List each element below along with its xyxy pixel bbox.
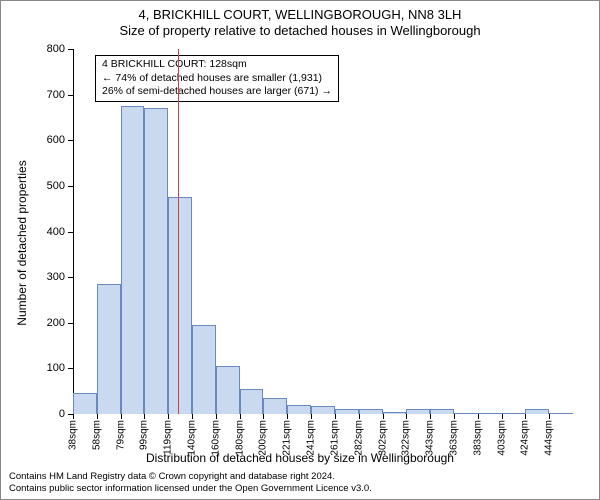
y-tick-label: 500 <box>47 180 65 192</box>
x-tick <box>263 414 264 419</box>
histogram-bar <box>192 325 216 414</box>
x-tick <box>311 414 312 419</box>
y-tick <box>68 140 73 141</box>
x-tick <box>335 414 336 419</box>
y-tick-label: 300 <box>47 271 65 283</box>
y-tick <box>68 323 73 324</box>
histogram-bar <box>359 409 383 414</box>
footer-line: Contains public sector information licen… <box>9 483 372 495</box>
histogram-bar <box>525 409 549 414</box>
y-axis-label: Number of detached properties <box>15 78 29 243</box>
x-tick <box>73 414 74 419</box>
histogram-bar <box>121 106 145 414</box>
x-tick-label: 119sqm <box>163 420 174 455</box>
histogram-bar <box>430 409 454 414</box>
histogram-bar <box>502 413 526 414</box>
y-tick <box>68 277 73 278</box>
x-tick <box>406 414 407 419</box>
x-tick <box>478 414 479 419</box>
x-tick <box>97 414 98 419</box>
y-axis <box>73 49 74 414</box>
histogram-bar <box>240 389 264 414</box>
annotation-box: 4 BRICKHILL COURT: 128sqm ← 74% of detac… <box>95 55 339 102</box>
x-tick-label: 79sqm <box>115 420 126 450</box>
value-marker-line <box>178 49 179 414</box>
y-tick-label: 0 <box>59 408 65 420</box>
histogram-bar <box>406 409 430 414</box>
histogram-bar <box>549 413 573 414</box>
plot-area: 4 BRICKHILL COURT: 128sqm ← 74% of detac… <box>73 49 573 414</box>
x-tick <box>359 414 360 419</box>
x-tick <box>121 414 122 419</box>
x-tick <box>287 414 288 419</box>
x-tick-label: 38sqm <box>68 420 79 450</box>
histogram-bar <box>383 412 407 414</box>
y-tick-label: 800 <box>47 43 65 55</box>
y-tick-label: 700 <box>47 89 65 101</box>
histogram-bar <box>454 413 478 414</box>
x-tick-label: 383sqm <box>472 420 483 456</box>
x-tick <box>216 414 217 419</box>
title-block: 4, BRICKHILL COURT, WELLINGBOROUGH, NN8 … <box>1 1 599 38</box>
histogram-bar <box>287 405 311 414</box>
x-tick <box>192 414 193 419</box>
x-tick-label: 58sqm <box>91 420 102 450</box>
x-axis-label: Distribution of detached houses by size … <box>146 451 454 465</box>
x-tick <box>144 414 145 419</box>
y-tick-label: 600 <box>47 134 65 146</box>
histogram-bar <box>478 413 502 414</box>
title-line-2: Size of property relative to detached ho… <box>1 23 599 38</box>
x-tick <box>525 414 526 419</box>
x-tick <box>502 414 503 419</box>
y-tick <box>68 49 73 50</box>
footer-attribution: Contains HM Land Registry data © Crown c… <box>9 471 372 495</box>
footer-line: Contains HM Land Registry data © Crown c… <box>9 471 372 483</box>
y-tick <box>68 95 73 96</box>
x-tick <box>430 414 431 419</box>
annotation-line: 26% of semi-detached houses are larger (… <box>102 85 332 99</box>
y-tick <box>68 368 73 369</box>
histogram-bar <box>335 409 359 414</box>
histogram-bar <box>73 393 97 414</box>
annotation-line: 4 BRICKHILL COURT: 128sqm <box>102 58 332 72</box>
histogram-bar <box>97 284 121 414</box>
histogram-bar <box>263 398 287 414</box>
title-line-1: 4, BRICKHILL COURT, WELLINGBOROUGH, NN8 … <box>1 7 599 22</box>
x-tick <box>549 414 550 419</box>
x-tick <box>454 414 455 419</box>
x-tick-label: 403sqm <box>496 420 507 456</box>
histogram-bar <box>216 366 240 414</box>
x-tick <box>168 414 169 419</box>
y-tick-label: 100 <box>47 362 65 374</box>
histogram-bar <box>144 108 168 414</box>
x-tick <box>383 414 384 419</box>
x-tick-label: 424sqm <box>520 420 531 456</box>
y-tick <box>68 232 73 233</box>
chart-container: 4, BRICKHILL COURT, WELLINGBOROUGH, NN8 … <box>0 0 600 500</box>
y-tick-label: 200 <box>47 317 65 329</box>
histogram-bar <box>168 197 192 414</box>
y-tick <box>68 186 73 187</box>
y-tick-label: 400 <box>47 226 65 238</box>
x-tick-label: 444sqm <box>544 420 555 456</box>
x-tick-label: 99sqm <box>139 420 150 450</box>
histogram-bar <box>311 406 335 414</box>
x-tick <box>240 414 241 419</box>
annotation-line: ← 74% of detached houses are smaller (1,… <box>102 72 332 86</box>
